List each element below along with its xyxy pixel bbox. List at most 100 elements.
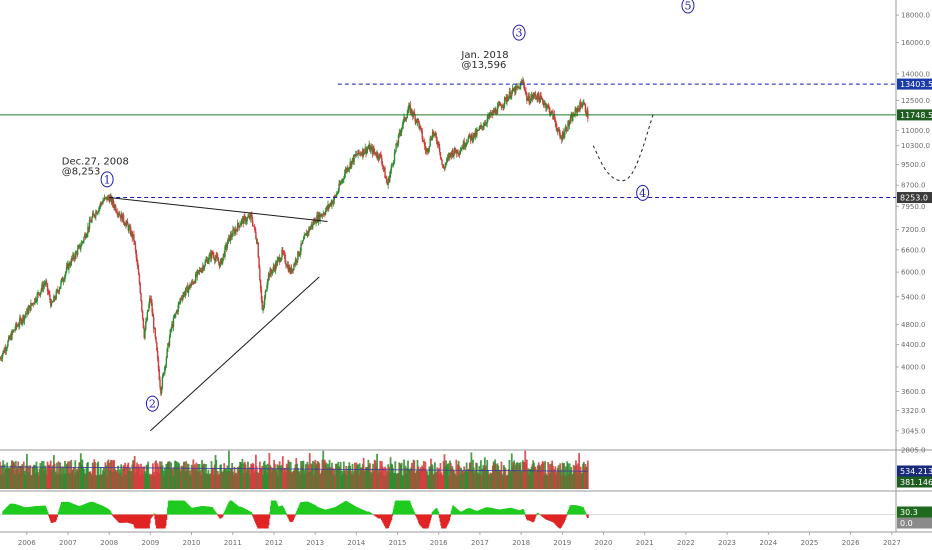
candle-body [210,253,212,259]
oscillator-bar [56,514,58,518]
candle-body [527,95,530,101]
candle-body [547,105,549,107]
candle-body [526,100,529,101]
oscillator-bar [564,514,567,519]
oscillator-bar [46,511,49,515]
oscillator-bar [268,514,271,519]
candle-body [192,282,195,284]
candle-body [324,210,327,215]
time-tick-label: 2009 [141,539,159,547]
levels-layer[interactable] [0,83,896,199]
candle-body [505,97,507,102]
candle-body [236,229,238,232]
candle-body [578,108,580,111]
candle-body [83,237,85,242]
candle-body [450,152,453,157]
candle-body [145,319,148,322]
candle-body [262,309,264,310]
candle-body [391,164,393,166]
wave-circle-4 [636,184,650,201]
time-tick-label: 2019 [553,539,571,547]
upper-trendline[interactable] [109,197,328,222]
candle-body [156,342,158,351]
candle-body [400,127,403,133]
candle-body [238,225,240,228]
candle-body [76,248,79,255]
candle-body [116,212,118,215]
candle-body [219,262,221,267]
candle-body [65,271,67,275]
candle-body [511,88,514,92]
candle-body [76,252,78,255]
candle-body [280,257,282,261]
candle-body [57,289,59,292]
candle-body [69,262,71,266]
candle-body [30,303,33,305]
candle-body [208,255,210,261]
volume-bar [228,450,230,489]
candle-body [93,214,95,217]
candle-body [180,298,183,300]
candle-body [42,285,45,290]
candle-body [576,109,578,113]
candle-body [423,141,426,147]
time-axis[interactable]: 2006 2007 2008 2009 2010 2011 2012 2013 2014 2015… [18,532,901,547]
candle-body [207,260,210,264]
candle-body [420,128,423,131]
candle-body [346,167,348,172]
trendlines-layer[interactable] [109,197,328,432]
candle-body [313,219,316,224]
candle-body [517,86,519,88]
candle-body [170,328,172,330]
candle-body [446,157,449,159]
candle-body [523,84,526,90]
candle-body [393,161,395,165]
wave-label-5: 5 [684,0,691,13]
candle-body [107,196,109,201]
candle-body [122,214,125,223]
candle-body [511,91,513,97]
candle-body [148,304,150,311]
oscillator-bar [285,512,287,515]
candle-body [160,387,162,394]
candle-body [286,265,288,268]
candle-body [521,82,523,83]
candle-body [548,106,550,109]
candle-body [75,252,77,254]
projection-layer[interactable] [592,114,654,182]
candle-body [95,211,98,214]
candle-body [20,318,23,324]
projection-path[interactable] [592,114,654,182]
candle-body [392,164,394,166]
lower-trendline[interactable] [150,276,320,432]
candle-body [63,279,65,281]
candle-body [106,196,108,201]
candle-body [199,269,202,272]
candle-body [449,152,451,158]
candle-body [55,291,57,299]
candle-body [281,249,283,258]
candle-body [145,321,147,330]
candle-body [224,246,226,257]
oscillator-bar [430,514,432,518]
candle-body [389,174,391,182]
candle-body [79,244,81,249]
candle-body [431,138,433,141]
candle-body [426,148,428,152]
candle-body [172,317,175,328]
candle-body [520,82,522,84]
candle-body [534,94,537,97]
candle-body [274,268,276,271]
candle-body [229,234,232,242]
candle-body [492,110,495,115]
candle-body [157,358,160,369]
candle-body [541,98,544,103]
candle-body [38,292,40,295]
candle-body [257,242,259,258]
candle-body [498,104,500,106]
price-axis[interactable]: 18000.0 16000.0 14000.0 12500.0 11000.0 10300… [896,12,930,455]
candle-body [507,96,510,101]
candle-body [245,220,248,223]
